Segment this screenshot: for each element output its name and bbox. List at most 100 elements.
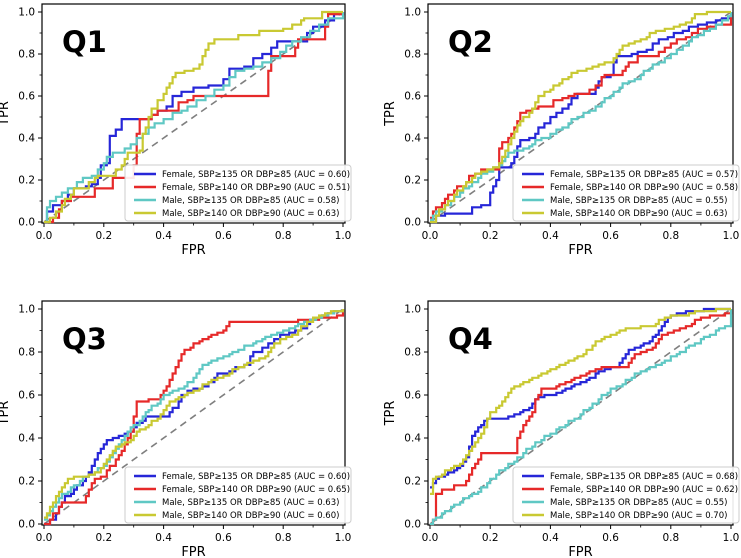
x-tick-label: 1.0 xyxy=(723,230,740,242)
x-axis-label: FPR xyxy=(181,243,205,258)
roc-chart-q1: 0.0 0.2 0.4 0.6 0.8 1.0 FPR 0.0 0.2 0.4 0.6 0.8 1.0 T… xyxy=(0,3,352,258)
legend-label: Female, SBP≥140 OR DBP≥90 (AUC = 0.62) xyxy=(550,485,738,495)
panel-title-q1: Q1 xyxy=(62,25,107,59)
panel-title-q3: Q3 xyxy=(62,322,107,356)
x-tick-label: 0.4 xyxy=(155,230,172,242)
legend-box xyxy=(512,466,740,524)
x-tick-label: 0.6 xyxy=(602,230,619,242)
x-tick-label: 1.0 xyxy=(335,532,352,544)
x-axis-label: FPR xyxy=(181,545,205,558)
y-axis: 0.0 0.2 0.4 0.6 0.8 1.0 TPR xyxy=(383,304,428,531)
y-tick-label: 0.2 xyxy=(404,175,421,187)
roc-chart-q3: 0.0 0.2 0.4 0.6 0.8 1.0 FPR 0.0 0.2 0.4 0.6 0.8 1.0 T… xyxy=(0,300,352,558)
legend-label: Female, SBP≥140 OR DBP≥90 (AUC = 0.58) xyxy=(550,183,738,193)
legend-label: Female, SBP≥140 OR DBP≥90 (AUC = 0.51) xyxy=(162,183,350,193)
y-tick-label: 0.8 xyxy=(404,49,421,61)
legend-label: Male, SBP≥140 OR DBP≥90 (AUC = 0.70) xyxy=(550,511,727,521)
x-tick-label: 0.0 xyxy=(422,532,439,544)
y-axis: 0.0 0.2 0.4 0.6 0.8 1.0 TPR xyxy=(383,7,428,229)
y-tick-label: 1.0 xyxy=(404,7,421,19)
x-tick-label: 0.4 xyxy=(542,532,559,544)
chance-diagonal xyxy=(43,308,344,525)
x-axis: 0.0 0.2 0.4 0.6 0.8 1.0 FPR xyxy=(422,223,740,258)
x-axis: 0.0 0.2 0.4 0.6 0.8 1.0 FPR xyxy=(36,223,352,258)
x-axis-label: FPR xyxy=(568,545,592,558)
plot-frame xyxy=(427,300,734,526)
y-tick-label: 0.6 xyxy=(18,390,35,402)
y-tick-label: 0.6 xyxy=(404,390,421,402)
y-tick-label: 0.0 xyxy=(404,519,421,531)
y-tick-label: 0.6 xyxy=(404,91,421,103)
x-axis: 0.0 0.2 0.4 0.6 0.8 1.0 FPR xyxy=(36,525,352,558)
y-tick-label: 1.0 xyxy=(404,304,421,316)
x-tick-label: 0.8 xyxy=(662,532,679,544)
legend-label: Male, SBP≥135 OR DBP≥85 (AUC = 0.58) xyxy=(162,196,339,206)
x-tick-label: 0.0 xyxy=(36,230,53,242)
legend: Female, SBP≥135 OR DBP≥85 (AUC = 0.60) Fe… xyxy=(124,466,352,524)
y-tick-label: 0.8 xyxy=(18,49,35,61)
legend: Female, SBP≥135 OR DBP≥85 (AUC = 0.68) Fe… xyxy=(512,466,740,524)
roc-chart-q2: 0.0 0.2 0.4 0.6 0.8 1.0 FPR 0.0 0.2 0.4 0.6 0.8 1.0 T… xyxy=(383,3,740,258)
roc-curve-q3-series-1 xyxy=(44,309,345,526)
y-tick-label: 0.2 xyxy=(18,175,35,187)
y-tick-label: 1.0 xyxy=(18,304,35,316)
x-tick-label: 0.4 xyxy=(155,532,172,544)
panel-title-q2: Q2 xyxy=(448,25,493,59)
roc-curve-q3-series-3 xyxy=(44,309,345,519)
plot-frame xyxy=(427,3,734,224)
legend-box xyxy=(124,466,352,524)
roc-curve-q4-series-1 xyxy=(430,309,733,526)
x-tick-label: 0.6 xyxy=(215,532,232,544)
roc-curve-q2-series-2 xyxy=(430,12,733,221)
x-tick-label: 1.0 xyxy=(335,230,352,242)
x-tick-label: 1.0 xyxy=(723,532,740,544)
legend-label: Female, SBP≥135 OR DBP≥85 (AUC = 0.60) xyxy=(162,170,350,180)
y-axis-label: TPR xyxy=(383,101,398,127)
y-tick-label: 0.0 xyxy=(18,519,35,531)
roc-curve-q1-series-3 xyxy=(44,10,343,224)
roc-curve-q2-series-3 xyxy=(430,10,731,224)
x-tick-label: 0.4 xyxy=(542,230,559,242)
legend: Female, SBP≥135 OR DBP≥85 (AUC = 0.60) Fe… xyxy=(124,164,352,222)
x-tick-label: 0.6 xyxy=(602,532,619,544)
roc-curve-q4-series-3 xyxy=(430,307,731,495)
y-tick-label: 0.2 xyxy=(404,476,421,488)
legend-box xyxy=(124,164,352,222)
y-tick-label: 0.4 xyxy=(18,433,35,445)
x-axis-label: FPR xyxy=(568,243,592,258)
y-axis-label: TPR xyxy=(383,401,398,427)
x-tick-label: 0.2 xyxy=(95,230,112,242)
x-tick-label: 0.8 xyxy=(662,230,679,242)
legend: Female, SBP≥135 OR DBP≥85 (AUC = 0.57) Fe… xyxy=(512,164,740,222)
x-axis: 0.0 0.2 0.4 0.6 0.8 1.0 FPR xyxy=(422,525,740,558)
roc-chart-q4: 0.0 0.2 0.4 0.6 0.8 1.0 FPR 0.0 0.2 0.4 0.6 0.8 1.0 T… xyxy=(383,300,740,558)
roc-curve-q1-series-1 xyxy=(44,12,345,224)
panel-title-q4: Q4 xyxy=(448,322,493,356)
roc-curve-q4-series-2 xyxy=(430,309,733,526)
y-tick-label: 0.4 xyxy=(404,433,421,445)
legend-label: Male, SBP≥140 OR DBP≥90 (AUC = 0.63) xyxy=(162,209,339,219)
plot-frame xyxy=(41,3,346,224)
chance-diagonal xyxy=(43,11,344,223)
x-tick-label: 0.6 xyxy=(215,230,232,242)
y-tick-label: 0.8 xyxy=(18,347,35,359)
x-tick-label: 0.8 xyxy=(275,532,292,544)
y-tick-label: 0.0 xyxy=(404,217,421,229)
x-tick-label: 0.2 xyxy=(95,532,112,544)
roc-curve-q2-series-0 xyxy=(430,12,733,224)
y-axis-label: TPR xyxy=(0,101,12,127)
y-tick-label: 0.2 xyxy=(18,476,35,488)
plot-frame xyxy=(41,300,346,526)
x-tick-label: 0.8 xyxy=(275,230,292,242)
legend-label: Female, SBP≥135 OR DBP≥85 (AUC = 0.68) xyxy=(550,472,738,482)
legend-label: Female, SBP≥140 OR DBP≥90 (AUC = 0.65) xyxy=(162,485,350,495)
y-axis-label: TPR xyxy=(0,401,12,427)
roc-curve-q4-series-0 xyxy=(430,307,731,489)
y-tick-label: 0.4 xyxy=(404,133,421,145)
y-tick-label: 0.8 xyxy=(404,347,421,359)
x-tick-label: 0.0 xyxy=(422,230,439,242)
legend-label: Male, SBP≥140 OR DBP≥90 (AUC = 0.63) xyxy=(550,209,727,219)
y-tick-label: 0.4 xyxy=(18,133,35,145)
y-tick-label: 1.0 xyxy=(18,7,35,19)
